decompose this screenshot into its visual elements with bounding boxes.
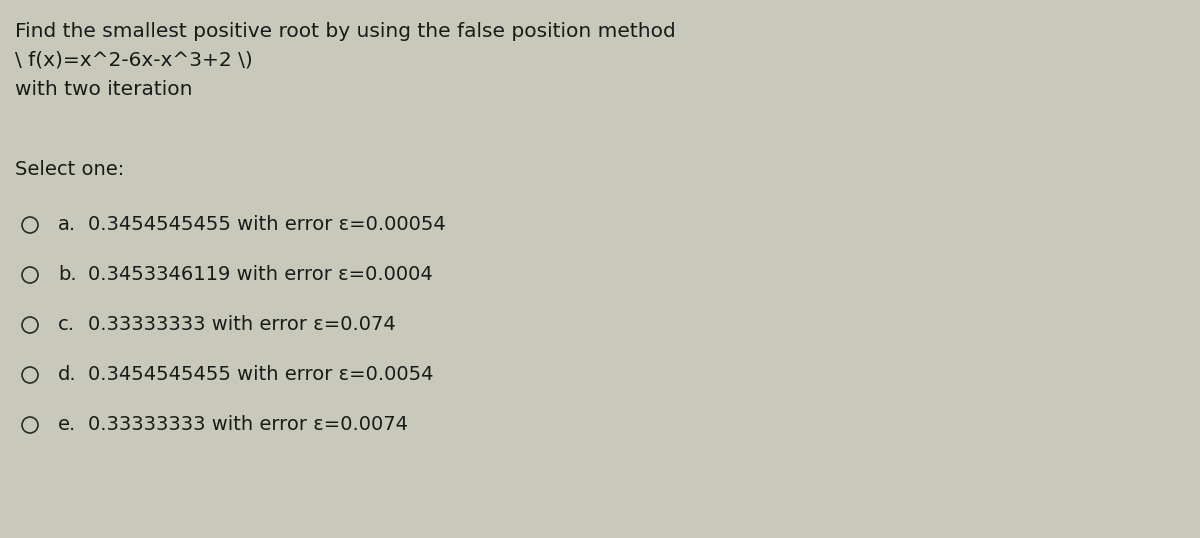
Text: Select one:: Select one: [14,160,125,179]
Text: c.: c. [58,315,74,334]
Text: Find the smallest positive root by using the false position method: Find the smallest positive root by using… [14,22,676,41]
Text: 0.3453346119 with error ε=0.0004: 0.3453346119 with error ε=0.0004 [88,265,433,284]
Text: b.: b. [58,265,77,284]
Text: \ f(x)=x^2-6x-x^3+2 \): \ f(x)=x^2-6x-x^3+2 \) [14,50,253,69]
Text: e.: e. [58,415,77,434]
Text: a.: a. [58,215,76,234]
Text: 0.3454545455 with error ε=0.0054: 0.3454545455 with error ε=0.0054 [88,365,433,384]
Text: with two iteration: with two iteration [14,80,192,99]
Text: 0.33333333 with error ε=0.0074: 0.33333333 with error ε=0.0074 [88,415,408,434]
Text: d.: d. [58,365,77,384]
Text: 0.33333333 with error ε=0.074: 0.33333333 with error ε=0.074 [88,315,396,334]
Text: 0.3454545455 with error ε=0.00054: 0.3454545455 with error ε=0.00054 [88,215,445,234]
